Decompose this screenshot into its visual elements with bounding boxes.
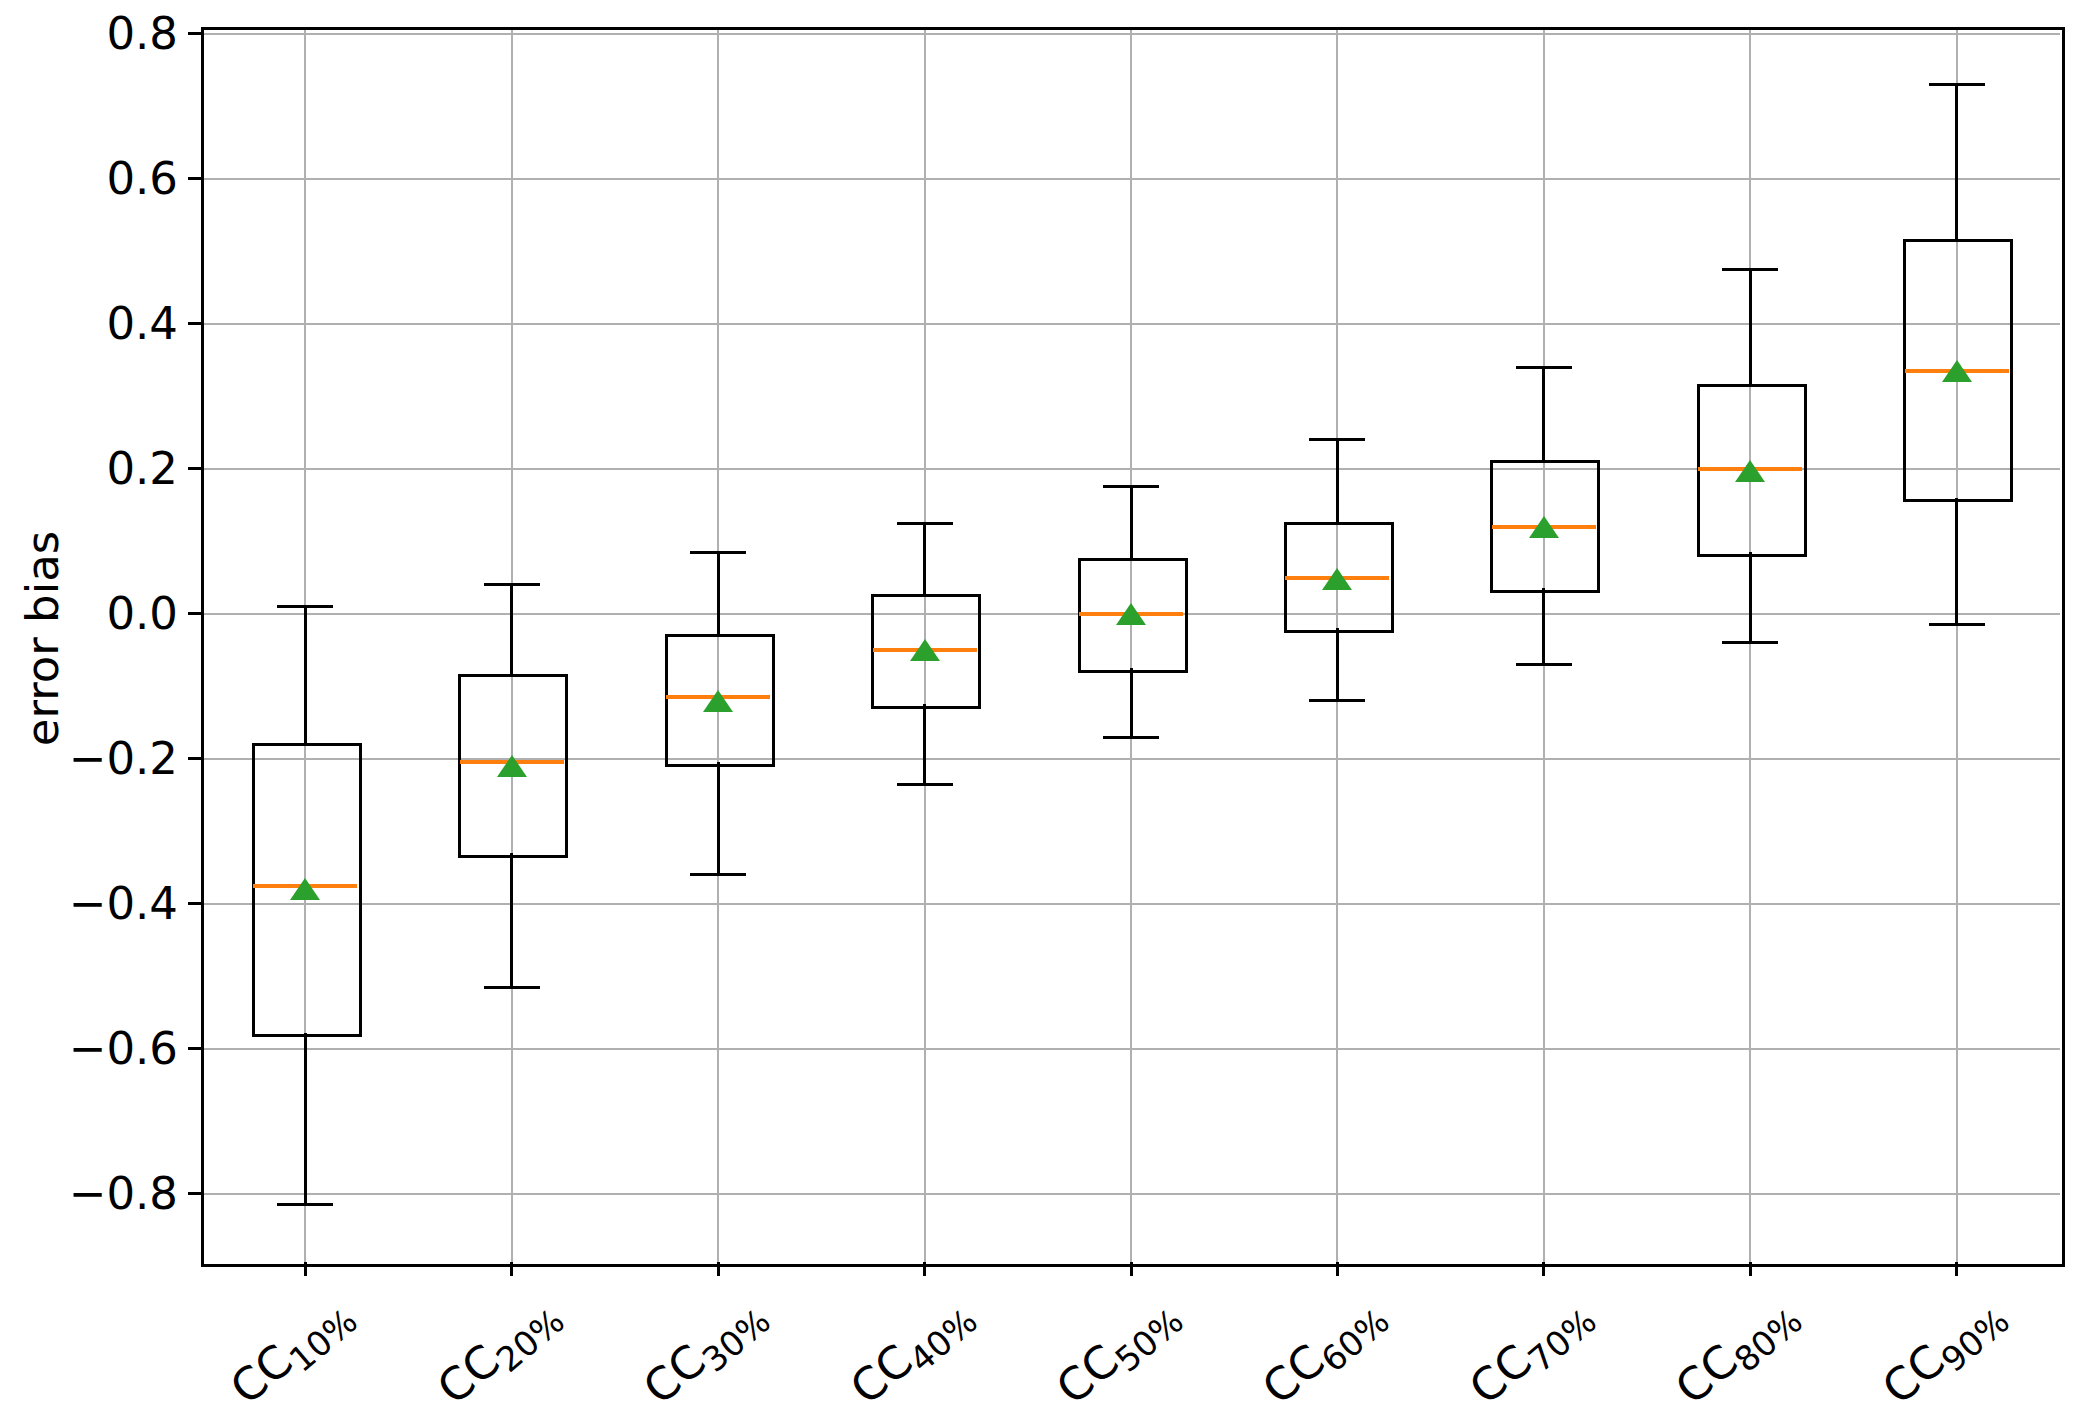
y-tick-label: −0.4: [0, 879, 178, 929]
boxplot-figure: error bias 0.80.60.40.20.0−0.2−0.4−0.6−0…: [0, 0, 2081, 1424]
mean-marker: [910, 639, 940, 661]
y-tick-label: −0.8: [0, 1169, 178, 1219]
whisker-cap-upper: [897, 522, 953, 525]
mean-marker: [1322, 568, 1352, 590]
whisker-line-upper: [510, 585, 513, 676]
whisker-cap-lower: [1103, 736, 1159, 739]
mean-marker: [1735, 460, 1765, 482]
x-tick-label: CC30%: [634, 1286, 782, 1424]
whisker-cap-lower: [897, 783, 953, 786]
whisker-cap-lower: [1516, 663, 1572, 666]
mean-marker: [290, 878, 320, 900]
whisker-line-lower: [304, 1033, 307, 1205]
whisker-line-upper: [1336, 440, 1339, 523]
x-tick-label: CC20%: [428, 1286, 576, 1424]
whisker-cap-upper: [1929, 83, 1985, 86]
x-tick-label: CC60%: [1253, 1286, 1401, 1424]
whisker-line-upper: [923, 523, 926, 596]
y-tick-label: 0.8: [0, 9, 178, 59]
whisker-cap-upper: [484, 583, 540, 586]
y-tick-label: 0.0: [0, 589, 178, 639]
mean-marker: [497, 755, 527, 777]
whisker-line-lower: [1749, 552, 1752, 643]
whisker-line-lower: [923, 704, 926, 784]
whisker-line-lower: [1336, 628, 1339, 701]
whisker-cap-upper: [690, 551, 746, 554]
x-tick-label: CC70%: [1460, 1286, 1608, 1424]
mean-marker: [1529, 516, 1559, 538]
whisker-line-lower: [1955, 498, 1958, 625]
mean-marker: [1116, 603, 1146, 625]
whisker-cap-lower: [277, 1203, 333, 1206]
x-tick-label: CC10%: [221, 1286, 369, 1424]
whisker-cap-lower: [484, 986, 540, 989]
whisker-cap-upper: [1103, 485, 1159, 488]
whisker-cap-lower: [690, 873, 746, 876]
whisker-line-lower: [1542, 588, 1545, 664]
whisker-line-lower: [1130, 668, 1133, 737]
y-tick-label: −0.2: [0, 734, 178, 784]
whisker-line-lower: [510, 853, 513, 987]
whisker-line-upper: [1955, 85, 1958, 241]
mean-marker: [1942, 360, 1972, 382]
whisker-line-upper: [1749, 269, 1752, 385]
whisker-line-upper: [1542, 367, 1545, 461]
whisker-cap-upper: [1722, 268, 1778, 271]
y-tick-label: 0.4: [0, 299, 178, 349]
whisker-cap-upper: [1516, 366, 1572, 369]
whisker-line-lower: [717, 762, 720, 874]
x-tick-label: CC50%: [1047, 1286, 1195, 1424]
whisker-line-upper: [717, 552, 720, 635]
whisker-cap-lower: [1929, 623, 1985, 626]
x-tick-label: CC90%: [1873, 1286, 2021, 1424]
mean-marker: [703, 690, 733, 712]
whisker-cap-lower: [1309, 699, 1365, 702]
x-tick-label: CC80%: [1666, 1286, 1814, 1424]
whisker-cap-upper: [1309, 438, 1365, 441]
y-tick-label: 0.6: [0, 154, 178, 204]
x-tick-label: CC40%: [841, 1286, 989, 1424]
whisker-line-upper: [1130, 487, 1133, 560]
y-tick-label: 0.2: [0, 444, 178, 494]
plot-area: 0.8 0.6 0.4 0.2 0.0 −0.2 −0.4 −0.6 −0.8 CC10% CC20…: [0, 0, 2081, 1424]
y-tick-label: −0.6: [0, 1024, 178, 1074]
whisker-cap-upper: [277, 605, 333, 608]
whisker-cap-lower: [1722, 641, 1778, 644]
whisker-line-upper: [304, 607, 307, 745]
